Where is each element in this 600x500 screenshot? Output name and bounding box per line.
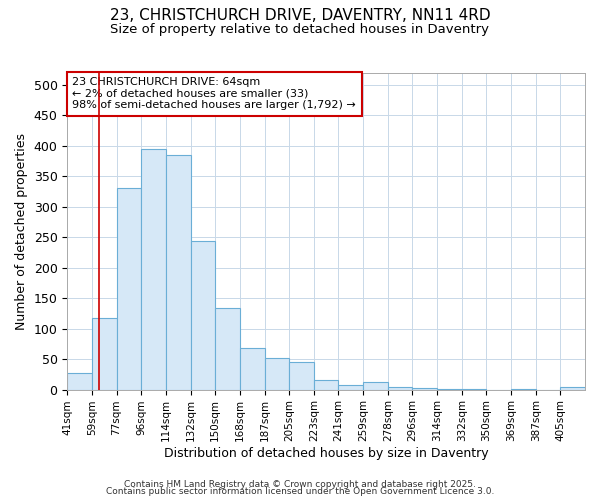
Bar xyxy=(191,242,215,390)
Text: Contains HM Land Registry data © Crown copyright and database right 2025.: Contains HM Land Registry data © Crown c… xyxy=(124,480,476,489)
X-axis label: Distribution of detached houses by size in Daventry: Distribution of detached houses by size … xyxy=(164,447,488,460)
Bar xyxy=(92,318,116,390)
Text: 23, CHRISTCHURCH DRIVE, DAVENTRY, NN11 4RD: 23, CHRISTCHURCH DRIVE, DAVENTRY, NN11 4… xyxy=(110,8,490,22)
Bar xyxy=(215,308,240,390)
Bar xyxy=(388,387,412,390)
Bar xyxy=(141,148,166,390)
Bar xyxy=(166,155,191,390)
Text: 23 CHRISTCHURCH DRIVE: 64sqm
← 2% of detached houses are smaller (33)
98% of sem: 23 CHRISTCHURCH DRIVE: 64sqm ← 2% of det… xyxy=(73,78,356,110)
Text: Size of property relative to detached houses in Daventry: Size of property relative to detached ho… xyxy=(110,22,490,36)
Bar xyxy=(314,380,338,390)
Bar xyxy=(412,388,437,390)
Bar xyxy=(338,386,363,390)
Bar xyxy=(560,386,585,390)
Y-axis label: Number of detached properties: Number of detached properties xyxy=(15,132,28,330)
Bar xyxy=(116,188,141,390)
Bar xyxy=(240,348,265,390)
Bar xyxy=(265,358,289,390)
Bar xyxy=(289,362,314,390)
Bar xyxy=(462,389,487,390)
Text: Contains public sector information licensed under the Open Government Licence 3.: Contains public sector information licen… xyxy=(106,487,494,496)
Bar xyxy=(67,373,92,390)
Bar xyxy=(511,389,536,390)
Bar xyxy=(363,382,388,390)
Bar xyxy=(437,389,462,390)
